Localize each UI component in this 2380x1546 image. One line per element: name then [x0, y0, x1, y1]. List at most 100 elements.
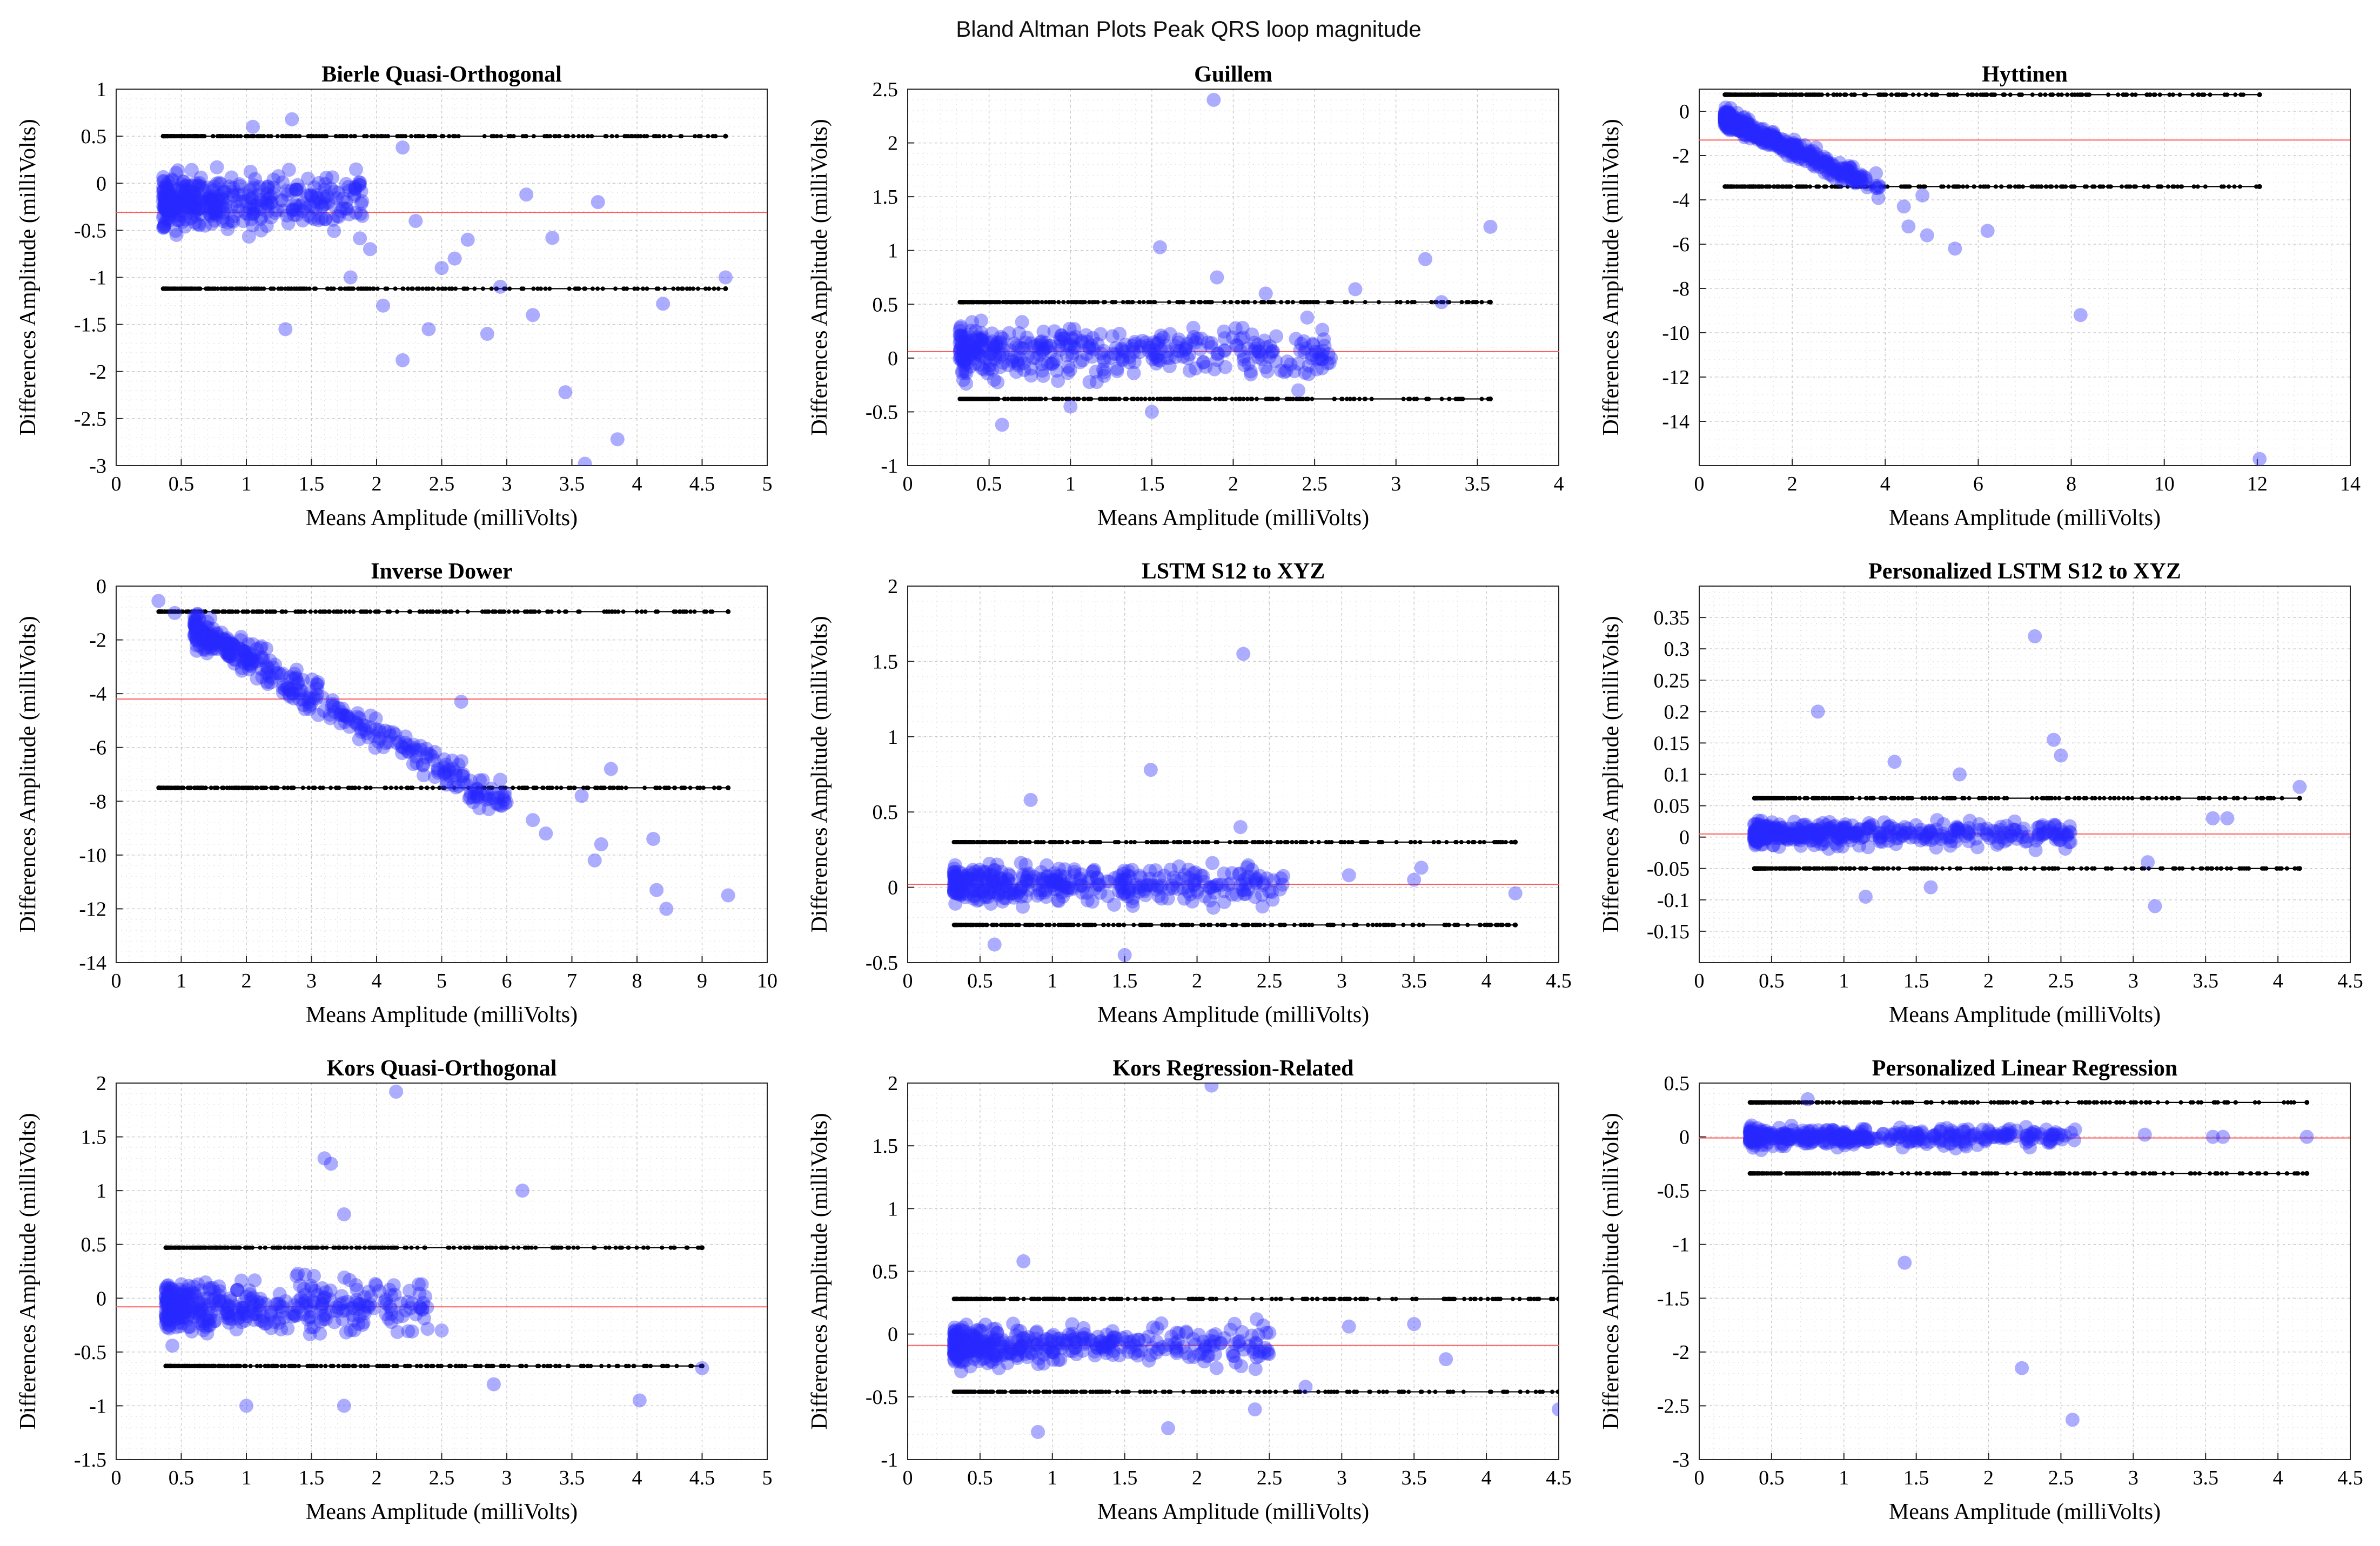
limit-marker [557, 609, 561, 614]
data-point [301, 171, 316, 186]
data-point [947, 884, 961, 898]
limit-marker [162, 286, 167, 291]
limit-marker [1929, 92, 1934, 97]
data-point [1061, 359, 1076, 374]
limit-marker [489, 286, 494, 291]
data-point [271, 666, 286, 680]
data-point [1255, 352, 1269, 367]
data-point [1756, 125, 1771, 140]
data-point [1719, 110, 1733, 125]
limit-marker [1124, 839, 1129, 844]
data-point [646, 831, 661, 846]
data-point [336, 701, 350, 716]
data-point [1049, 364, 1064, 378]
data-point [1719, 120, 1734, 135]
data-point [327, 705, 341, 720]
limit-marker [1362, 396, 1367, 401]
data-point [1746, 120, 1760, 135]
data-point [199, 194, 214, 209]
x-tick-label: 2.5 [1257, 970, 1283, 992]
data-point [298, 201, 312, 216]
data-point [308, 194, 323, 209]
data-point [359, 726, 374, 741]
data-point [1809, 140, 1823, 155]
data-point [157, 201, 171, 216]
data-point [491, 790, 506, 805]
data-point [207, 641, 222, 656]
data-point [348, 182, 363, 196]
limit-marker [1733, 92, 1738, 97]
data-point [191, 202, 206, 217]
data-point [1722, 115, 1737, 130]
limit-marker [1981, 184, 1986, 189]
data-point [1742, 120, 1756, 135]
data-point [1247, 344, 1262, 359]
data-point [211, 629, 225, 644]
data-point [1827, 171, 1841, 185]
data-point [1785, 142, 1799, 157]
data-point [1760, 127, 1775, 142]
data-point [953, 343, 967, 358]
data-point [242, 662, 256, 677]
limit-marker [211, 609, 216, 614]
data-point [199, 633, 213, 647]
limit-marker [680, 286, 685, 291]
data-point [1171, 335, 1186, 350]
data-point [995, 331, 1010, 346]
data-point [1718, 108, 1732, 123]
limit-marker [675, 286, 680, 291]
limit-marker [1310, 923, 1315, 927]
data-point [219, 646, 233, 661]
data-point [1162, 359, 1177, 373]
limit-marker [368, 609, 373, 614]
limit-marker [2232, 184, 2237, 189]
data-point [1751, 121, 1765, 136]
data-point [160, 204, 175, 219]
limit-marker [2120, 184, 2124, 189]
data-point [296, 698, 311, 712]
data-point [166, 193, 181, 208]
x-tick-label: 10 [2154, 473, 2175, 495]
limit-marker [327, 609, 332, 614]
data-point [1726, 116, 1740, 130]
data-point [309, 677, 324, 692]
data-point [191, 187, 205, 202]
data-point [1720, 109, 1734, 123]
data-point [178, 219, 192, 234]
plot-title: Guillem [1194, 62, 1272, 87]
data-point [1848, 171, 1862, 186]
limit-marker [172, 286, 177, 291]
limit-marker [1833, 184, 1838, 189]
limit-marker [351, 609, 356, 614]
data-point [158, 194, 172, 209]
data-point [368, 711, 383, 726]
data-point [173, 204, 188, 218]
data-point [1027, 339, 1042, 354]
data-point [1732, 112, 1746, 126]
data-point [246, 201, 260, 216]
data-point [1036, 344, 1050, 359]
limit-marker [298, 609, 303, 614]
data-point [1771, 137, 1785, 152]
data-point [1854, 174, 1869, 189]
data-point [252, 180, 267, 194]
data-point [1118, 338, 1133, 352]
data-point [276, 203, 291, 218]
data-point [159, 197, 174, 212]
data-point [304, 189, 318, 203]
limit-marker [537, 609, 541, 614]
data-point [972, 348, 987, 363]
data-point [211, 189, 226, 203]
limit-marker [2124, 184, 2129, 189]
limit-marker [395, 609, 400, 614]
data-point [1026, 351, 1041, 365]
data-point [1754, 123, 1769, 137]
data-point [1841, 165, 1856, 179]
limit-marker [1447, 300, 1452, 305]
data-point [469, 781, 484, 796]
data-point [296, 204, 310, 218]
data-point [1847, 173, 1862, 187]
limit-marker [388, 785, 393, 790]
data-point [1799, 154, 1813, 169]
data-point [1738, 128, 1753, 143]
